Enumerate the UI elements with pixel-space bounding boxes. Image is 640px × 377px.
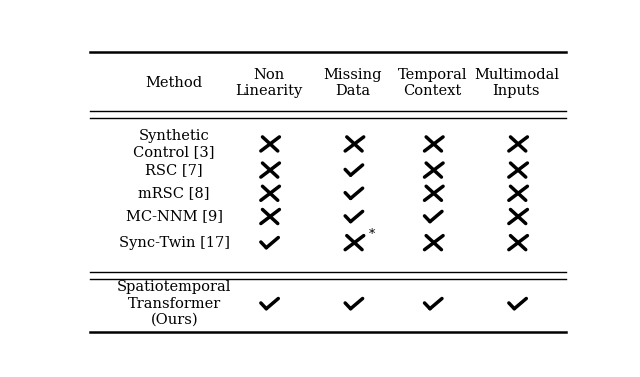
Text: Synthetic
Control [3]: Synthetic Control [3] [134, 129, 215, 159]
Text: Multimodal
Inputs: Multimodal Inputs [474, 68, 559, 98]
Text: *: * [369, 228, 375, 241]
Text: Missing
Data: Missing Data [324, 68, 382, 98]
Text: Temporal
Context: Temporal Context [397, 68, 467, 98]
Text: Non
Linearity: Non Linearity [235, 68, 302, 98]
Text: Method: Method [146, 76, 203, 90]
Text: Sync-Twin [17]: Sync-Twin [17] [119, 236, 230, 250]
Text: RSC [7]: RSC [7] [145, 163, 203, 177]
Text: MC-NNM [9]: MC-NNM [9] [125, 210, 223, 224]
Text: Spatiotemporal
Transformer
(Ours): Spatiotemporal Transformer (Ours) [117, 280, 232, 327]
Text: mRSC [8]: mRSC [8] [138, 186, 210, 200]
